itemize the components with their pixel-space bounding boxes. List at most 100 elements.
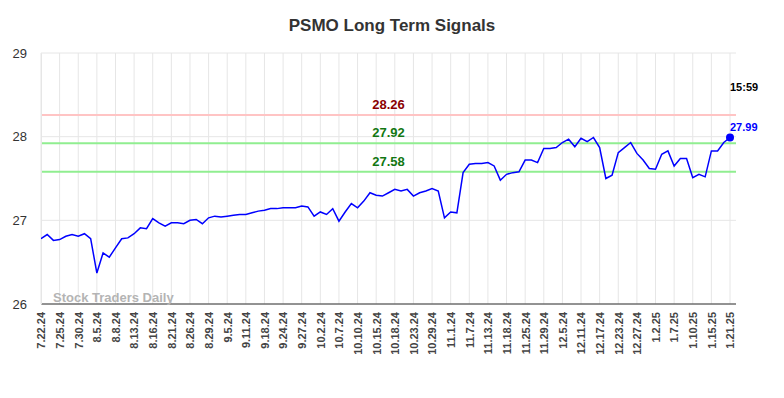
x-tick: 9.5.24 <box>222 304 234 343</box>
grid-line-x <box>357 53 358 304</box>
y-tick: 29 <box>13 46 41 61</box>
end-time-label: 15:59 <box>730 81 758 93</box>
x-tick-label: 10.15.24 <box>371 311 383 355</box>
grid-line-y <box>41 220 736 221</box>
grid-line-x <box>227 53 228 304</box>
grid-line-x <box>41 53 42 304</box>
x-tick-label: 9.27.24 <box>296 311 308 349</box>
y-tick-label: 27 <box>13 213 27 228</box>
grid-line-y <box>41 53 736 54</box>
grid <box>41 53 736 304</box>
grid-line-x <box>413 53 414 304</box>
grid-line-x <box>450 53 451 304</box>
x-tick: 10.23.24 <box>408 304 420 355</box>
x-tick-label: 1.21.25 <box>724 312 736 349</box>
grid-line-x <box>245 53 246 304</box>
x-tick-label: 9.5.24 <box>222 311 234 342</box>
x-tick-label: 10.2.24 <box>315 311 327 349</box>
x-tick-label: 12.23.24 <box>613 311 625 355</box>
x-tick: 8.5.24 <box>91 304 103 343</box>
x-tick: 11.29.24 <box>538 304 550 354</box>
watermark: Stock Traders Daily <box>53 290 174 305</box>
x-tick: 12.17.24 <box>594 304 606 355</box>
grid-line-x <box>599 53 600 304</box>
x-axis: 7.22.247.25.247.30.248.5.248.8.248.13.24… <box>35 304 736 355</box>
x-tick-label: 11.13.24 <box>482 311 494 354</box>
x-tick: 9.11.24 <box>240 304 252 348</box>
grid-line-x <box>618 53 619 304</box>
x-tick: 1.10.25 <box>687 304 699 349</box>
x-tick-label: 1.15.25 <box>706 312 718 349</box>
y-tick-label: 26 <box>13 297 27 312</box>
price-line <box>41 138 730 274</box>
x-tick-label: 10.7.24 <box>333 311 345 349</box>
x-tick: 10.2.24 <box>315 304 327 349</box>
x-tick: 1.15.25 <box>706 304 718 349</box>
end-value-label: 27.99 <box>730 121 758 133</box>
grid-line-x <box>487 53 488 304</box>
x-tick: 1.21.25 <box>724 304 736 349</box>
x-tick-label: 7.30.24 <box>73 311 85 349</box>
x-tick-label: 9.11.24 <box>240 311 252 348</box>
grid-line-x <box>674 53 675 304</box>
x-tick-label: 12.17.24 <box>594 311 606 355</box>
x-tick-label: 10.29.24 <box>426 311 438 355</box>
y-tick: 27 <box>13 213 41 228</box>
x-tick: 10.7.24 <box>333 304 345 349</box>
x-tick: 11.13.24 <box>482 304 494 354</box>
grid-line-x <box>338 53 339 304</box>
grid-line-x <box>283 53 284 304</box>
x-tick: 8.26.24 <box>184 304 196 349</box>
grid-line-x <box>59 53 60 304</box>
signal-label: 28.26 <box>372 97 405 112</box>
x-tick: 12.27.24 <box>631 304 643 355</box>
x-tick-label: 12.27.24 <box>631 311 643 355</box>
x-tick: 8.16.24 <box>147 304 159 349</box>
x-tick: 1.7.25 <box>668 304 680 343</box>
grid-line-x <box>208 53 209 304</box>
grid-line-x <box>78 53 79 304</box>
x-tick: 11.7.24 <box>464 304 476 348</box>
x-tick-label: 8.29.24 <box>203 311 215 349</box>
grid-line-x <box>152 53 153 304</box>
x-tick-label: 8.13.24 <box>128 311 140 349</box>
x-tick: 9.24.24 <box>277 304 289 349</box>
grid-line-x <box>264 53 265 304</box>
grid-line-x <box>525 53 526 304</box>
x-tick: 8.21.24 <box>166 304 178 349</box>
x-tick-label: 8.5.24 <box>91 311 103 342</box>
x-tick-label: 12.11.24 <box>575 311 587 354</box>
x-tick: 10.29.24 <box>426 304 438 355</box>
x-tick-label: 10.23.24 <box>408 311 420 355</box>
y-tick-label: 29 <box>13 46 27 61</box>
x-tick-label: 9.24.24 <box>277 311 289 349</box>
grid-line-x <box>655 53 656 304</box>
x-tick-label: 11.7.24 <box>464 311 476 348</box>
grid-line-x <box>543 53 544 304</box>
x-tick-label: 11.18.24 <box>501 311 513 354</box>
x-tick: 10.18.24 <box>389 304 401 355</box>
signal-line <box>41 114 736 116</box>
x-tick-label: 8.16.24 <box>147 311 159 349</box>
signal-line <box>41 171 736 173</box>
grid-line-x <box>469 53 470 304</box>
grid-line-x <box>134 53 135 304</box>
x-tick: 8.29.24 <box>203 304 215 349</box>
x-tick: 1.2.25 <box>650 304 662 343</box>
x-tick: 7.30.24 <box>73 304 85 349</box>
grid-line-x <box>115 53 116 304</box>
grid-line-x <box>189 53 190 304</box>
x-tick-label: 11.1.24 <box>445 311 457 348</box>
x-tick-label: 7.22.24 <box>35 311 47 349</box>
y-axis-line <box>41 54 42 305</box>
x-tick-label: 8.26.24 <box>184 311 196 349</box>
last-point <box>726 134 734 142</box>
y-tick: 26 <box>13 297 41 312</box>
x-tick-label: 11.25.24 <box>520 311 532 354</box>
y-axis: 26272829 <box>13 46 42 312</box>
grid-line-x <box>301 53 302 304</box>
x-tick-label: 9.18.24 <box>259 311 271 349</box>
x-tick: 8.13.24 <box>128 304 140 349</box>
x-tick-label: 1.10.25 <box>687 312 699 349</box>
x-tick-label: 1.2.25 <box>650 312 662 343</box>
